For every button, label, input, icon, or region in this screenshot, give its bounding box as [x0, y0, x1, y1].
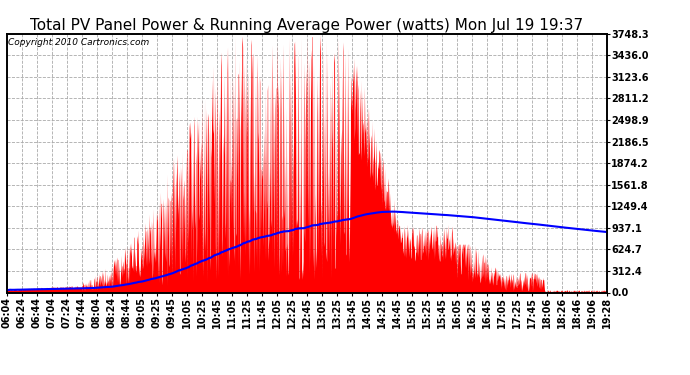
- Title: Total PV Panel Power & Running Average Power (watts) Mon Jul 19 19:37: Total PV Panel Power & Running Average P…: [30, 18, 584, 33]
- Text: Copyright 2010 Cartronics.com: Copyright 2010 Cartronics.com: [8, 38, 149, 46]
